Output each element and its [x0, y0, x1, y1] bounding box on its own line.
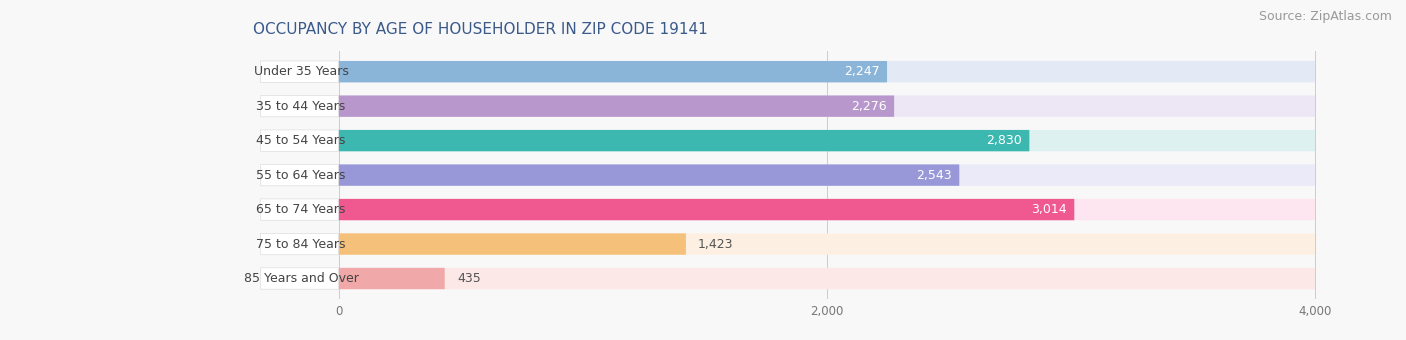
Text: Source: ZipAtlas.com: Source: ZipAtlas.com [1258, 10, 1392, 23]
FancyBboxPatch shape [260, 199, 339, 220]
FancyBboxPatch shape [260, 130, 339, 151]
Text: 75 to 84 Years: 75 to 84 Years [256, 238, 346, 251]
FancyBboxPatch shape [339, 96, 894, 117]
Text: Under 35 Years: Under 35 Years [253, 65, 349, 78]
FancyBboxPatch shape [339, 165, 959, 186]
FancyBboxPatch shape [339, 61, 887, 82]
Text: 2,276: 2,276 [851, 100, 887, 113]
Text: 2,830: 2,830 [986, 134, 1022, 147]
FancyBboxPatch shape [260, 61, 339, 82]
FancyBboxPatch shape [339, 199, 1315, 220]
FancyBboxPatch shape [339, 96, 1315, 117]
Text: 3,014: 3,014 [1032, 203, 1067, 216]
FancyBboxPatch shape [339, 268, 444, 289]
FancyBboxPatch shape [339, 61, 1315, 82]
Text: 2,247: 2,247 [844, 65, 880, 78]
FancyBboxPatch shape [260, 268, 339, 289]
FancyBboxPatch shape [339, 165, 1315, 186]
FancyBboxPatch shape [339, 130, 1315, 151]
Text: 85 Years and Over: 85 Years and Over [243, 272, 359, 285]
Text: 45 to 54 Years: 45 to 54 Years [256, 134, 346, 147]
Text: 2,543: 2,543 [917, 169, 952, 182]
FancyBboxPatch shape [260, 96, 339, 117]
Text: 435: 435 [457, 272, 481, 285]
FancyBboxPatch shape [339, 233, 686, 255]
FancyBboxPatch shape [260, 233, 339, 255]
FancyBboxPatch shape [339, 199, 1074, 220]
FancyBboxPatch shape [339, 268, 1315, 289]
Text: 35 to 44 Years: 35 to 44 Years [256, 100, 346, 113]
FancyBboxPatch shape [339, 233, 1315, 255]
Text: 1,423: 1,423 [699, 238, 734, 251]
FancyBboxPatch shape [260, 165, 339, 186]
FancyBboxPatch shape [339, 130, 1029, 151]
Text: 55 to 64 Years: 55 to 64 Years [256, 169, 346, 182]
Text: OCCUPANCY BY AGE OF HOUSEHOLDER IN ZIP CODE 19141: OCCUPANCY BY AGE OF HOUSEHOLDER IN ZIP C… [253, 22, 707, 37]
Text: 65 to 74 Years: 65 to 74 Years [256, 203, 346, 216]
